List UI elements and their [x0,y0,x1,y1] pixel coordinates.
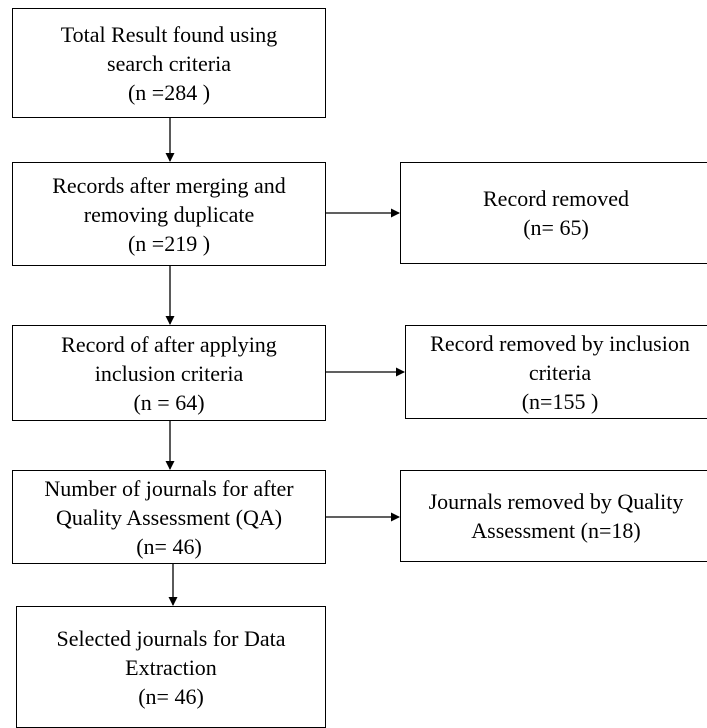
after-qa-count: (n= 46) [136,533,202,559]
removed-by-qa-line-2: Assessment (n=18) [471,518,641,543]
records-after-merging-line-2: removing duplicate [83,201,255,227]
selected-journals-box: Selected journals for Data Extraction (n… [16,606,326,728]
total-results-count: (n =284 ) [127,79,211,105]
after-qa-line-2: Quality Assessment (QA) [55,504,283,530]
total-results-line-1: Total Result found using [60,21,278,47]
selected-journals-line-2: Extraction [125,654,217,680]
removed-by-inclusion-line-2: criteria [528,359,592,385]
removed-by-inclusion-count: (n=155 ) [521,388,599,414]
after-inclusion-box: Record of after applying inclusion crite… [12,325,326,421]
records-after-merging-count: (n =219 ) [127,230,211,256]
after-qa-line-1: Number of journals for after [44,475,294,501]
after-inclusion-count: (n = 64) [133,389,205,415]
after-inclusion-line-1: Record of after applying [61,331,277,357]
total-results-line-2: search criteria [107,50,231,76]
record-removed-count: (n= 65) [523,215,589,240]
selected-journals-count: (n= 46) [138,683,204,709]
removed-by-qa-box: Journals removed by Quality Assessment (… [400,470,707,562]
record-removed-box: Record removed (n= 65) [400,162,707,264]
removed-by-qa-line-1: Journals removed by Quality [428,489,684,514]
record-removed-line-1: Record removed [483,186,629,211]
after-qa-box: Number of journals for after Quality Ass… [12,470,326,564]
after-inclusion-line-2: inclusion criteria [94,360,244,386]
selected-journals-line-1: Selected journals for Data [56,625,286,651]
records-after-merging-line-1: Records after merging and [52,172,286,198]
records-after-merging-box: Records after merging and removing dupli… [12,162,326,266]
removed-by-inclusion-line-1: Record removed by inclusion [430,330,690,356]
total-results-box: Total Result found using search criteria… [12,8,326,118]
removed-by-inclusion-box: Record removed by inclusion criteria (n=… [405,325,707,419]
